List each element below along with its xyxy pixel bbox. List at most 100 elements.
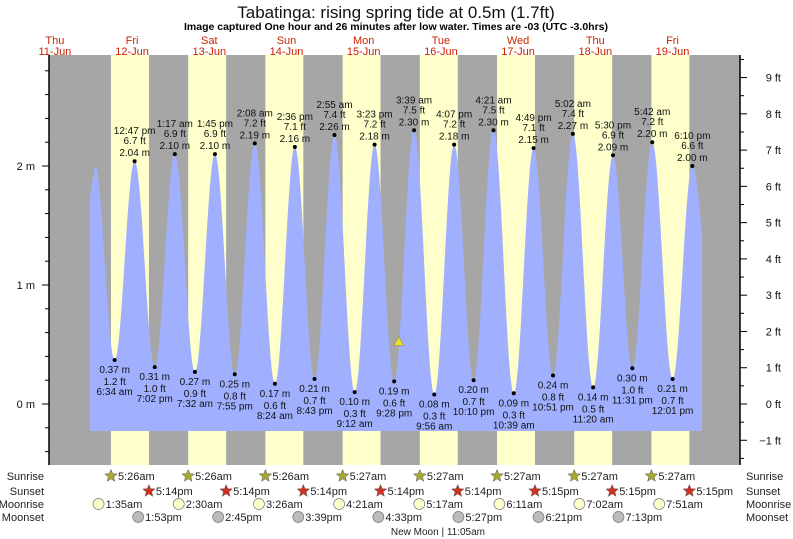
- sunset-time: 5:14pm: [465, 486, 502, 498]
- high-tide-time: 4:21 am: [475, 95, 511, 106]
- sunrise-star-icon: [490, 468, 504, 482]
- high-tide-m: 2.09 m: [598, 142, 629, 153]
- sunrise-star-icon: [258, 468, 273, 482]
- tide-point: [332, 133, 337, 138]
- moonset-moon-icon: [372, 511, 385, 523]
- moonrise-row-label-right: Moonrise: [746, 499, 791, 511]
- high-tide-m: 2.00 m: [677, 153, 708, 164]
- low-tide-m: 0.17 m: [260, 389, 291, 400]
- high-tide-time: 3:39 am: [396, 95, 432, 106]
- low-tide-m: 0.10 m: [339, 397, 370, 408]
- high-tide-time: 5:02 am: [555, 99, 591, 110]
- high-tide-ft: 7.1 ft: [284, 122, 306, 133]
- tide-point: [511, 391, 516, 396]
- low-tide-m: 0.14 m: [578, 392, 609, 403]
- high-tide-ft: 7.5 ft: [403, 105, 425, 116]
- moonset-moon-icon: [212, 511, 224, 523]
- high-tide-ft: 6.9 ft: [204, 129, 226, 140]
- high-tide-time: 4:49 pm: [516, 113, 552, 124]
- day-label-dow: Sun: [277, 35, 297, 47]
- current-level-marker: [393, 335, 405, 346]
- high-tide-time: 2:36 pm: [277, 112, 313, 123]
- axes: 2 m 1 m 0 m 9 ft 8 ft 7 ft 6 ft 5 ft 4 ft 3 ft 2 f…: [17, 55, 781, 465]
- sunrise-star-icon: [181, 468, 196, 482]
- moonrise-time: 4:21am: [346, 499, 383, 511]
- low-tide-time: 11:31 pm: [612, 395, 653, 406]
- low-tide-m: 0.08 m: [419, 399, 450, 410]
- tide-point: [152, 365, 157, 370]
- right-tick-label: −1 ft: [759, 435, 781, 447]
- moonset-row-label: Moonset: [2, 512, 44, 524]
- sunset-time: 5:14pm: [310, 486, 347, 498]
- sunrise-star-icon: [335, 468, 350, 482]
- low-tide-m: 0.37 m: [99, 365, 130, 376]
- high-tide-time: 1:17 am: [157, 119, 193, 130]
- right-tick-label: 5 ft: [766, 218, 781, 230]
- sunset-time: 5:15pm: [542, 486, 579, 498]
- high-tide-ft: 7.2 ft: [244, 118, 266, 129]
- high-tide-m: 2.19 m: [239, 130, 270, 141]
- moonset-row-label-right: Moonset: [746, 512, 788, 524]
- sunset-star-icon: [142, 483, 156, 497]
- tide-labels: 0.37 m1.2 ft6:34 am 12:47 pm6.7 ft2.04 m 0…: [97, 95, 711, 432]
- high-tide-time: 5:42 am: [634, 107, 670, 118]
- day-label-dow: Tue: [432, 35, 451, 47]
- sunrise-row-label-right: Sunrise: [746, 471, 783, 483]
- moonset-time: 4:33pm: [385, 512, 422, 524]
- right-tick-label: 2 ft: [766, 326, 781, 338]
- tide-point: [372, 142, 377, 147]
- day-label-dow: Wed: [507, 35, 529, 47]
- moonrise-time: 7:02am: [586, 499, 623, 511]
- moonrise-moon-icon: [92, 498, 105, 510]
- day-label-dow: Fri: [666, 35, 679, 47]
- day-label-dow: Fri: [126, 35, 139, 47]
- tide-point: [432, 392, 437, 397]
- low-tide-m: 0.30 m: [617, 373, 648, 384]
- day-label-date: 15-Jun: [347, 46, 381, 58]
- sunrise-time: 5:27am: [658, 471, 695, 483]
- sunset-time: 5:14pm: [388, 486, 425, 498]
- high-tide-ft: 7.5 ft: [482, 105, 504, 116]
- moonrise-time: 2:30am: [186, 499, 223, 511]
- low-tide-time: 10:39 am: [493, 420, 535, 431]
- day-label-date: 18-Jun: [578, 46, 612, 58]
- right-tick-label: 8 ft: [766, 109, 781, 121]
- low-tide-ft: 0.9 ft: [184, 389, 206, 400]
- sunset-row-label-right: Sunset: [746, 486, 780, 498]
- tide-point: [531, 146, 536, 151]
- low-tide-m: 0.09 m: [498, 398, 529, 409]
- right-tick-label: 4 ft: [766, 254, 781, 266]
- low-tide-ft: 0.7 ft: [661, 396, 683, 407]
- high-tide-time: 6:10 pm: [674, 131, 710, 142]
- low-tide-time: 8:43 pm: [296, 406, 332, 417]
- low-tide-m: 0.31 m: [139, 372, 170, 383]
- sunrise-time: 5:27am: [427, 471, 464, 483]
- day-label-dow: Thu: [586, 35, 605, 47]
- moonrise-moon-icon: [573, 498, 586, 510]
- tide-point: [112, 357, 117, 362]
- sunrise-time: 5:26am: [195, 471, 232, 483]
- high-tide-m: 2.20 m: [637, 129, 668, 140]
- tide-point: [650, 140, 655, 145]
- tide-point: [591, 385, 596, 390]
- sunset-star-icon: [373, 483, 388, 497]
- chart-subtitle: Image captured One hour and 26 minutes a…: [184, 21, 608, 33]
- tide-point: [192, 369, 197, 374]
- tide-point: [232, 372, 237, 377]
- high-tide-time: 5:30 pm: [595, 120, 631, 131]
- high-tide-ft: 7.4 ft: [323, 110, 345, 121]
- tide-point: [670, 377, 675, 382]
- high-tide-m: 2.18 m: [359, 132, 390, 143]
- tide-point: [412, 128, 417, 133]
- low-tide-time: 12:01 pm: [652, 406, 694, 417]
- high-tide-m: 2.10 m: [160, 141, 191, 152]
- moonrise-moon-icon: [333, 498, 345, 510]
- sunset-star-icon: [682, 483, 697, 497]
- high-tide-ft: 7.2 ft: [443, 120, 465, 131]
- moonrise-time: 7:51am: [666, 499, 703, 511]
- sunrise-star-icon: [567, 468, 582, 482]
- tide-point: [172, 152, 177, 157]
- low-tide-time: 7:32 am: [177, 399, 213, 410]
- moonset-moon-icon: [292, 511, 305, 523]
- high-tide-ft: 6.7 ft: [123, 136, 145, 147]
